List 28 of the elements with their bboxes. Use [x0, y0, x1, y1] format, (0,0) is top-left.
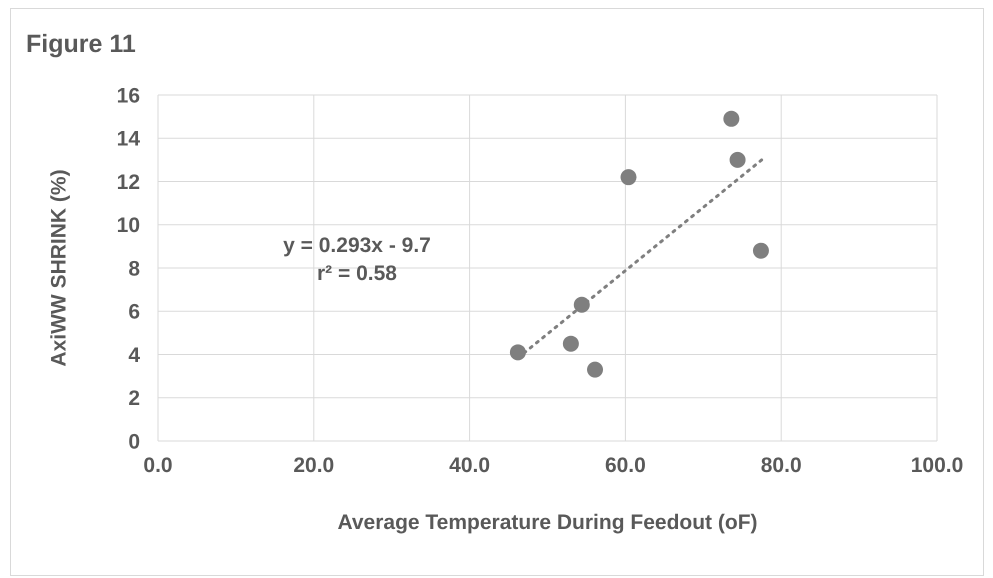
y-tick-label: 4 [128, 344, 140, 367]
x-tick-label: 40.0 [449, 454, 490, 477]
y-tick-label: 14 [116, 128, 140, 151]
x-tick-label: 0.0 [143, 454, 173, 477]
y-axis-title: AxiWW SHRINK (%) [47, 169, 70, 367]
chart-title: Figure 11 [26, 30, 136, 59]
point [562, 336, 579, 352]
y-tick-label: 10 [116, 214, 140, 238]
point [574, 296, 590, 313]
point [752, 242, 769, 259]
y-tick-label: 0 [128, 430, 140, 454]
y-tick-label: 12 [116, 170, 140, 194]
x-tick-label: 60.0 [604, 454, 646, 477]
point [730, 152, 746, 168]
point [587, 362, 604, 378]
annotation: y = 0.293x - 9.7 [282, 234, 432, 258]
point [620, 169, 637, 186]
x-tick-label: 100.0 [910, 454, 964, 477]
y-tick-label: 16 [116, 84, 140, 108]
point [723, 110, 740, 127]
y-tick-label: 2 [128, 387, 140, 410]
y-tick-label: 6 [128, 300, 140, 324]
y-tick-label: 8 [128, 257, 140, 280]
x-tick-label: 20.0 [293, 454, 334, 477]
point [510, 344, 526, 360]
x-axis-title: Average Temperature During Feedout (oF) [337, 511, 758, 534]
x-tick-label: 80.0 [760, 454, 802, 477]
annotation: r² = 0.58 [316, 262, 398, 286]
